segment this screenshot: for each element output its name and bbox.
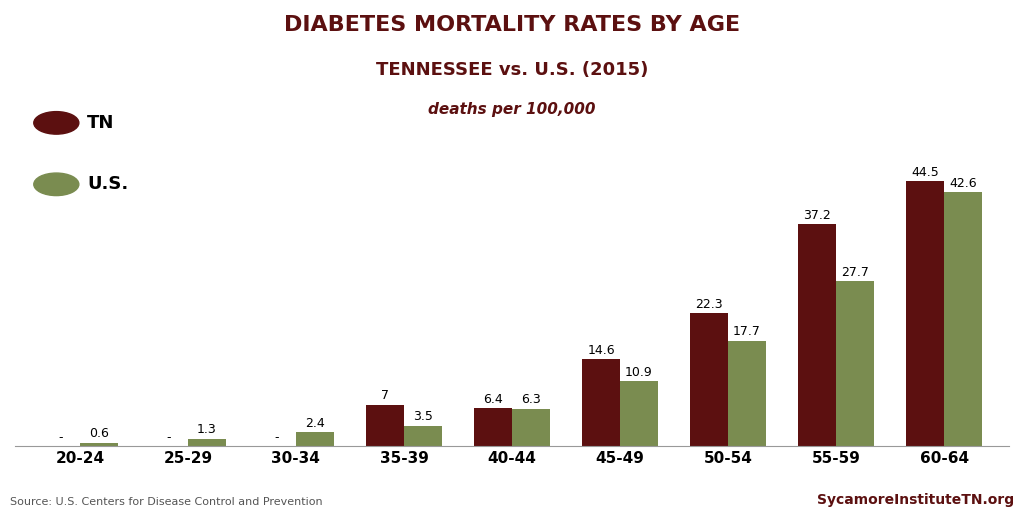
Bar bbox=[367, 404, 403, 446]
Bar bbox=[799, 224, 837, 446]
Text: DIABETES MORTALITY RATES BY AGE: DIABETES MORTALITY RATES BY AGE bbox=[284, 15, 740, 35]
Text: 10.9: 10.9 bbox=[625, 366, 653, 379]
Text: 44.5: 44.5 bbox=[911, 165, 939, 179]
Bar bbox=[512, 409, 550, 446]
Text: 37.2: 37.2 bbox=[804, 209, 831, 222]
Text: Source: U.S. Centers for Disease Control and Prevention: Source: U.S. Centers for Disease Control… bbox=[10, 497, 323, 507]
Text: 22.3: 22.3 bbox=[695, 298, 723, 311]
Text: 6.3: 6.3 bbox=[521, 393, 541, 407]
Bar bbox=[80, 443, 118, 446]
Bar bbox=[474, 408, 512, 446]
Text: -: - bbox=[167, 431, 171, 444]
Bar bbox=[621, 381, 657, 446]
Bar bbox=[296, 432, 334, 446]
Bar bbox=[403, 425, 441, 446]
Text: 3.5: 3.5 bbox=[413, 410, 433, 423]
Bar bbox=[187, 439, 225, 446]
Text: 6.4: 6.4 bbox=[483, 393, 503, 406]
Bar bbox=[728, 341, 766, 446]
Text: 14.6: 14.6 bbox=[588, 344, 615, 357]
Bar bbox=[906, 181, 944, 446]
Text: 17.7: 17.7 bbox=[733, 326, 761, 338]
Text: deaths per 100,000: deaths per 100,000 bbox=[428, 102, 596, 117]
Text: -: - bbox=[274, 431, 280, 444]
Bar bbox=[944, 193, 982, 446]
Text: SycamoreInstituteTN.org: SycamoreInstituteTN.org bbox=[816, 493, 1014, 507]
Text: U.S.: U.S. bbox=[87, 175, 128, 194]
Text: TN: TN bbox=[87, 114, 115, 132]
Text: 42.6: 42.6 bbox=[949, 177, 977, 190]
Text: 0.6: 0.6 bbox=[89, 428, 109, 440]
Bar bbox=[837, 281, 873, 446]
Text: 27.7: 27.7 bbox=[841, 266, 869, 279]
Text: TENNESSEE vs. U.S. (2015): TENNESSEE vs. U.S. (2015) bbox=[376, 61, 648, 79]
Bar bbox=[583, 359, 621, 446]
Text: 2.4: 2.4 bbox=[305, 417, 325, 430]
Text: -: - bbox=[58, 431, 63, 444]
Bar bbox=[690, 313, 728, 446]
Text: 1.3: 1.3 bbox=[197, 423, 217, 436]
Text: 7: 7 bbox=[381, 389, 389, 402]
